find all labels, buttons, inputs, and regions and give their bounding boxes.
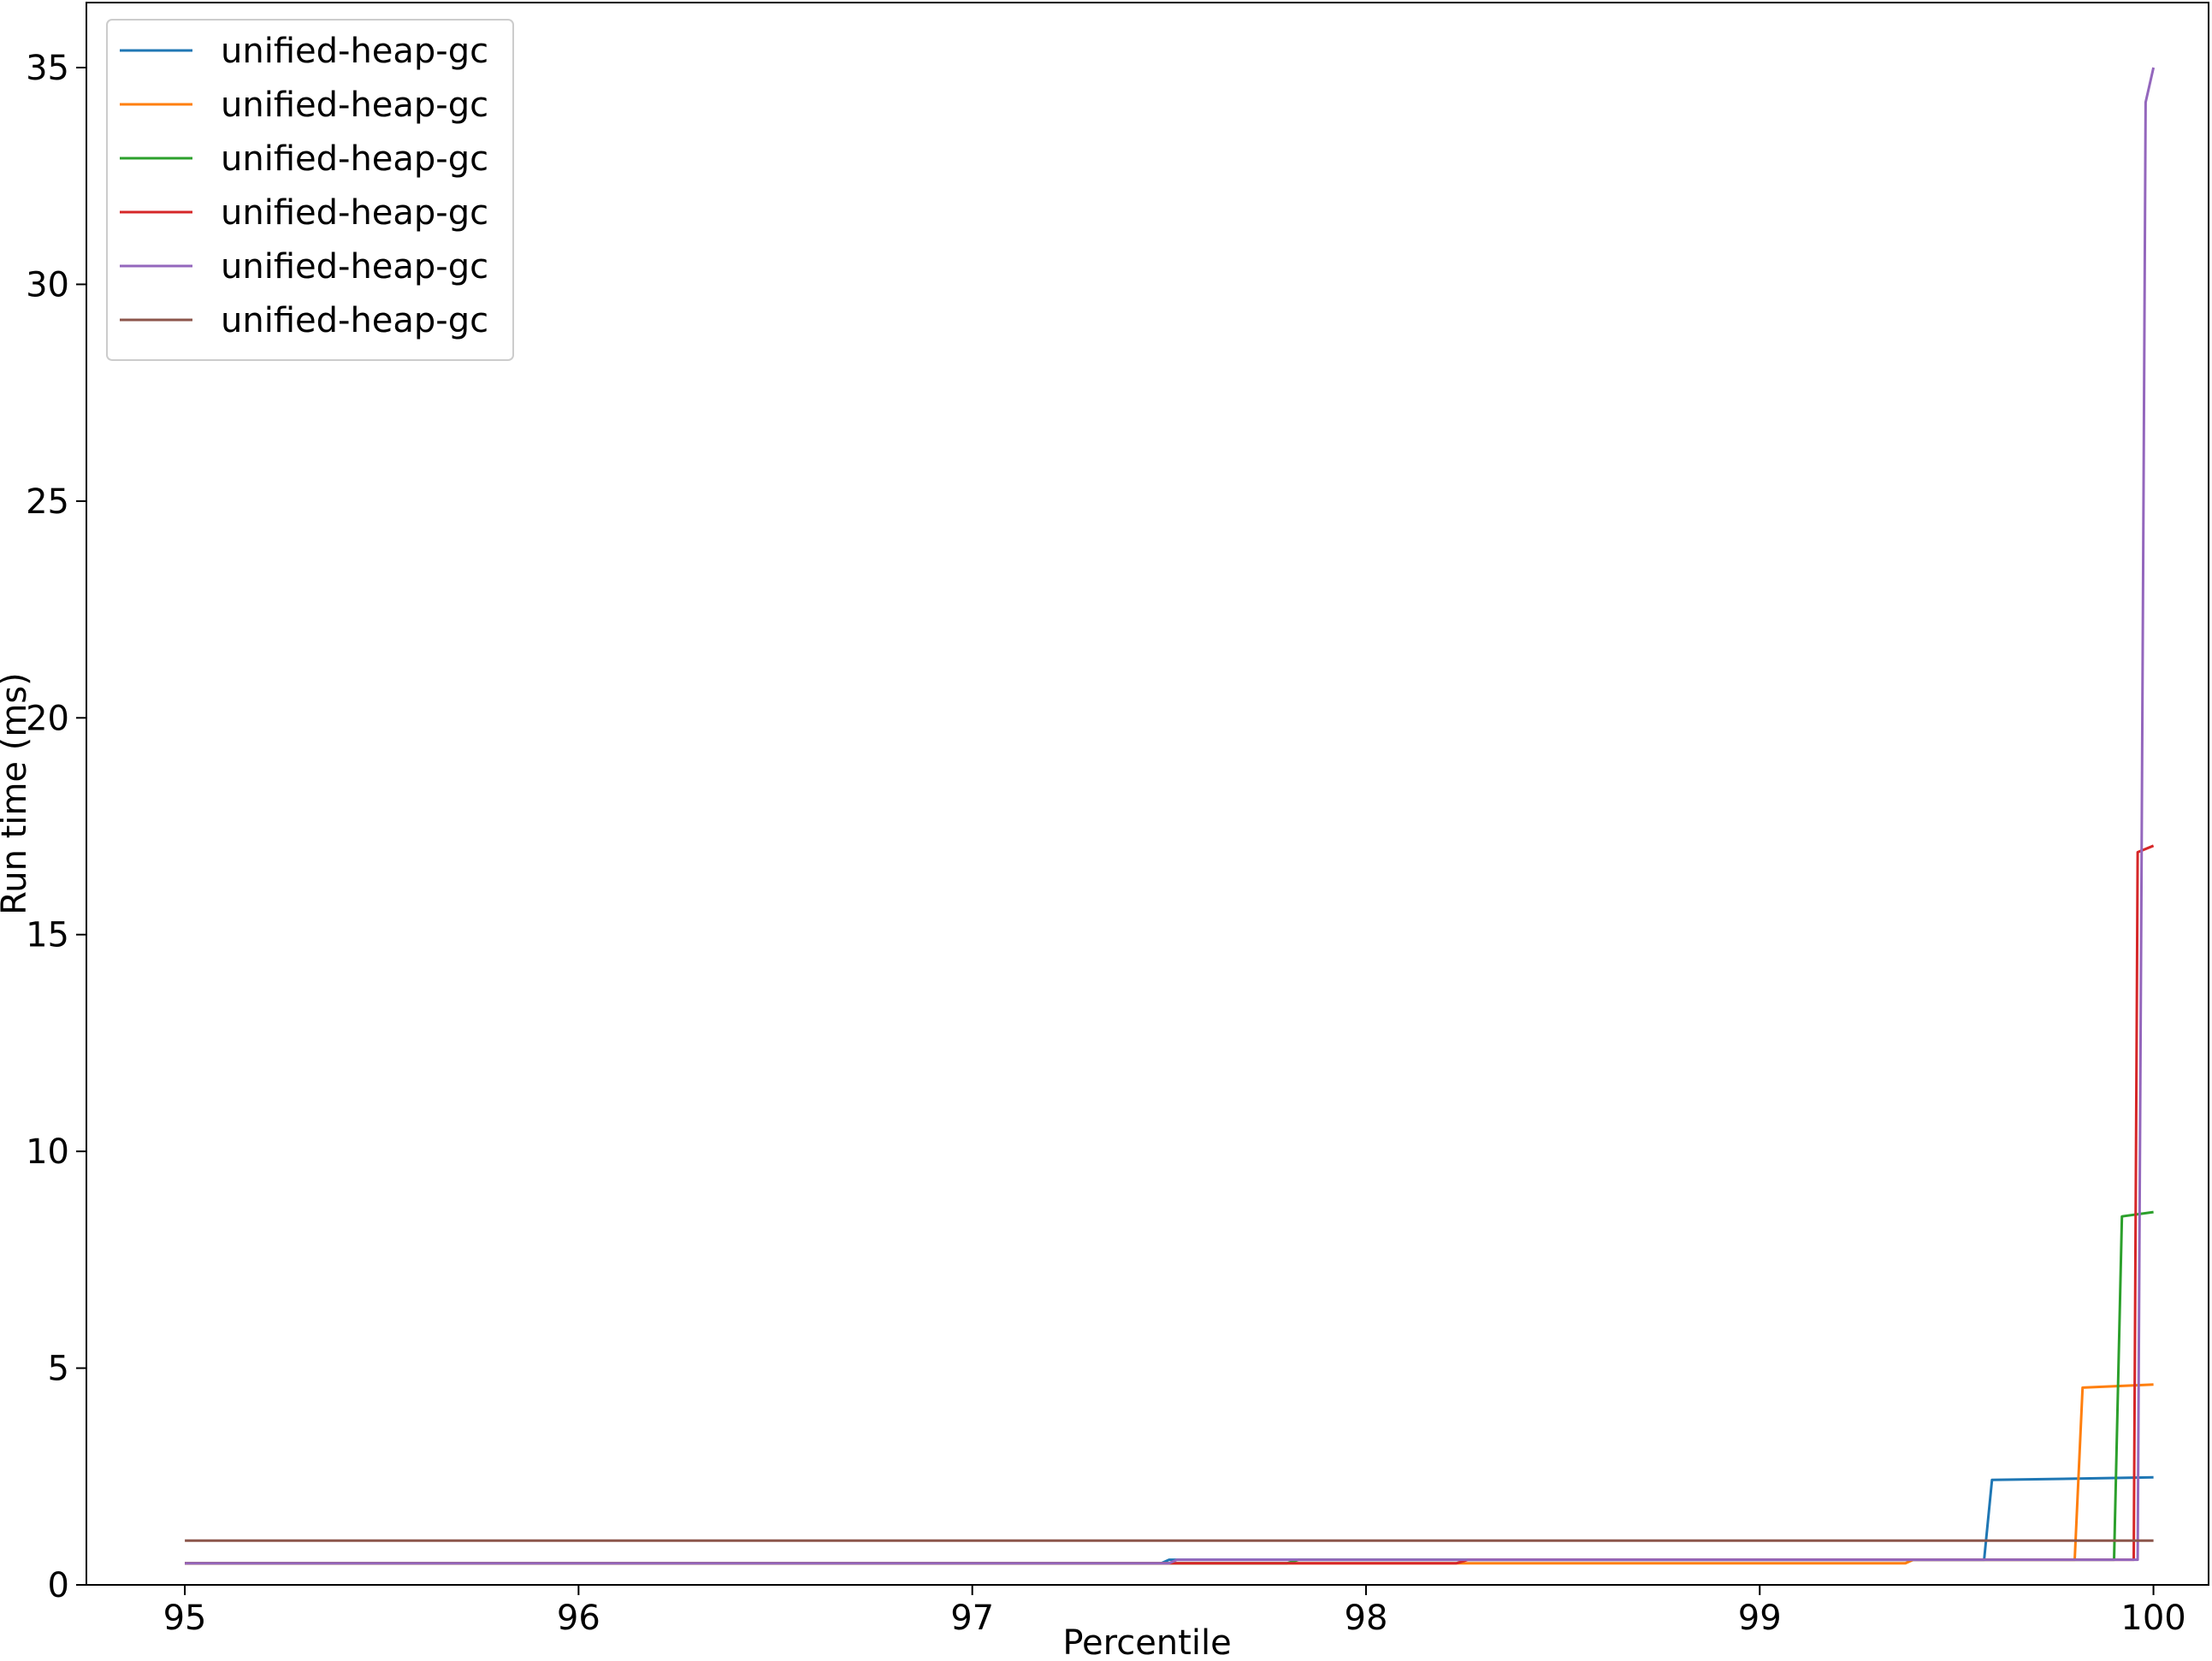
y-tick-label: 10 (26, 1132, 69, 1172)
legend-box (106, 19, 514, 361)
x-axis-label: Percentile (1062, 1623, 1231, 1661)
y-tick-label: 30 (26, 265, 69, 304)
x-tick-label: 99 (1738, 1599, 1782, 1638)
x-tick-label: 100 (2120, 1599, 2185, 1638)
series-line-4 (185, 844, 2155, 1565)
legend: unified-heap-gc unified-heap-gc unified-he… (106, 19, 514, 361)
x-tick-label: 95 (163, 1599, 207, 1638)
series-lines (185, 67, 2156, 1565)
y-axis-label: Run time (ms) (0, 672, 34, 915)
y-tick-label: 20 (26, 699, 69, 738)
legend-label: unified-heap-gc (221, 247, 488, 287)
series-line-1 (185, 1475, 2154, 1565)
x-tick-label: 98 (1345, 1599, 1388, 1638)
legend-label: unified-heap-gc (221, 193, 488, 233)
series-line-5 (185, 67, 2156, 1565)
x-axis-ticks: 95 96 97 98 99 100 (163, 1585, 2186, 1638)
x-tick-label: 97 (950, 1599, 994, 1638)
series-line-2 (185, 1383, 2154, 1565)
legend-label: unified-heap-gc (221, 32, 488, 71)
x-tick-label: 96 (557, 1599, 600, 1638)
plot-frame (86, 2, 2209, 1586)
legend-label: unified-heap-gc (221, 301, 488, 340)
y-tick-label: 0 (48, 1566, 69, 1605)
y-tick-label: 25 (26, 482, 69, 522)
legend-label: unified-heap-gc (221, 139, 488, 179)
y-tick-label: 15 (26, 916, 69, 955)
legend-label: unified-heap-gc (221, 86, 488, 125)
y-axis-ticks: 0 5 10 15 20 25 30 35 (26, 49, 86, 1605)
y-tick-label: 35 (26, 49, 69, 88)
series-line-3 (185, 1210, 2154, 1565)
y-tick-label: 5 (48, 1350, 69, 1389)
